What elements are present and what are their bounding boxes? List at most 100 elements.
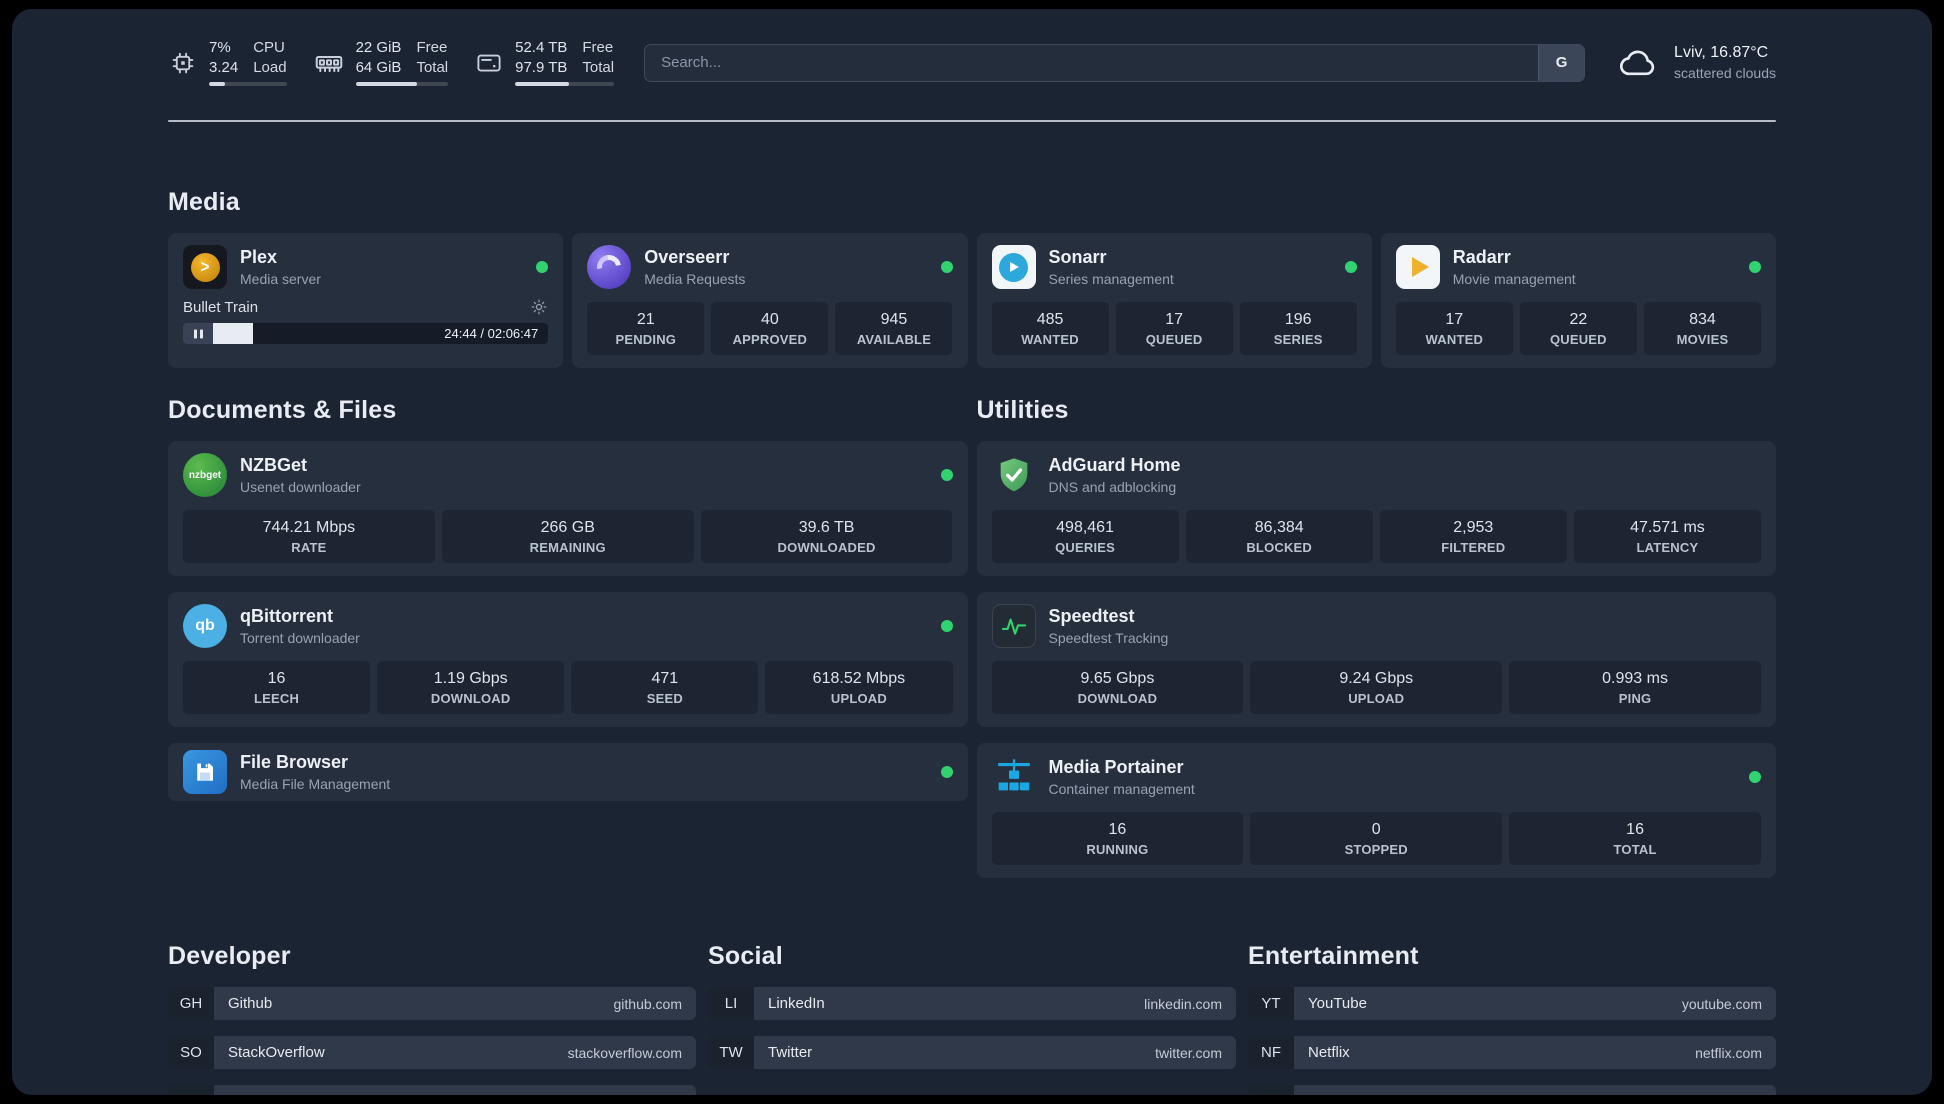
stat-total: 16 TOTAL [1509,812,1761,865]
bookmark-github[interactable]: GH Github github.com [168,987,696,1020]
bookmark-dev[interactable]: DT DEV dev.to [168,1085,696,1095]
bookmark-name: Twitter [768,1044,813,1061]
player-progress[interactable]: 24:44 / 02:06:47 [213,323,548,344]
bookmark-netflix[interactable]: NF Netflix netflix.com [1248,1036,1776,1069]
service-card-adguard[interactable]: AdGuard Home DNS and adblocking 498,461 … [976,441,1776,576]
stat-downloaded: 39.6 TB DOWNLOADED [700,510,953,563]
stat-rate: 744.21 Mbps RATE [183,510,435,563]
stat-ping: 0.993 ms PING [1509,661,1761,714]
stat-blocked: 86,384 BLOCKED [1185,510,1373,563]
stat-value: 16 [1626,821,1644,838]
bookmark-abbr: TW [708,1036,754,1069]
bookmark-abbr: RE [1248,1085,1294,1095]
memory-total-label: Total [416,59,449,76]
status-dot [1749,261,1761,273]
cpu-icon [172,52,194,73]
stat-value: 9.24 Gbps [1339,670,1414,687]
sparkline-icon [1001,618,1026,635]
bookmark-name: Github [228,995,273,1012]
cpu-loadavg-value: 3.24 [209,59,239,76]
bookmark-url: reddit.com [1697,1094,1762,1096]
weather-widget[interactable]: Lviv, 16.87°C scattered clouds [1615,43,1776,83]
stat-label: QUEUED [1549,332,1607,347]
pause-button[interactable] [183,323,213,344]
section-title-documents: Documents & Files [168,396,397,424]
bookmark-name: Netflix [1308,1044,1350,1061]
service-card-qbittorrent[interactable]: qb qBittorrent Torrent downloader 16 [168,592,968,727]
stat-label: MOVIES [1676,332,1729,347]
stat-queued: 22 QUEUED [1519,302,1637,355]
resource-widgets: 7% 3.24 CPU Load [168,39,615,86]
search-provider-button[interactable]: G [1538,44,1585,81]
section-title-media: Media [168,188,240,216]
stat-label: PING [1618,691,1652,706]
stat-value: 1.19 Gbps [433,670,508,687]
status-dot [1749,771,1761,783]
bookmark-youtube[interactable]: YT YouTube youtube.com [1248,987,1776,1020]
bookmark-url: dev.to [645,1094,682,1096]
stat-label: STOPPED [1344,842,1408,857]
stat-value: 266 GB [540,519,595,536]
bookmark-twitter[interactable]: TW Twitter twitter.com [708,1036,1236,1069]
bookmark-abbr: GH [168,987,214,1020]
service-card-nzbget[interactable]: nzbget NZBGet Usenet downloader 744.21 M… [168,441,968,576]
search-input[interactable] [645,44,1539,81]
stat-label: SERIES [1273,332,1323,347]
bookmark-abbr: NF [1248,1036,1294,1069]
service-subtitle: Series management [1048,271,1174,287]
cpu-widget: 7% 3.24 CPU Load [168,39,287,86]
stat-label: TOTAL [1613,842,1657,857]
player-progress-fill [213,323,254,344]
service-card-sonarr[interactable]: Sonarr Series management 485 WANTED 17 Q… [976,233,1372,368]
now-playing-title: Bullet Train [183,298,259,316]
nzbget-icon: nzbget [183,453,227,497]
service-card-plex[interactable]: > Plex Media server Bullet Train [168,233,564,368]
service-name: Radarr [1452,247,1511,267]
cloud-icon [1620,50,1655,75]
stat-label: AVAILABLE [856,332,932,347]
memory-widget-body: 22 GiB 64 GiB Free Total [355,39,449,86]
service-card-filebrowser[interactable]: File Browser Media File Management [168,743,968,801]
stat-value: 498,461 [1056,519,1114,536]
bookmark-group-title: Entertainment [1248,942,1419,970]
service-card-speedtest[interactable]: Speedtest Speedtest Tracking 9.65 Gbps D… [976,592,1776,727]
weather-condition: scattered clouds [1674,65,1776,81]
disk-progress-fill [515,82,569,86]
stat-label: WANTED [1021,332,1079,347]
player-settings-button[interactable] [530,298,548,316]
status-dot [536,261,549,273]
stat-value: 22 [1569,311,1588,328]
disk-widget: 52.4 TB 97.9 TB Free Total [474,39,615,86]
plex-icon: > [183,245,227,289]
bookmark-name: Reddit [1308,1093,1351,1095]
section-title-utilities: Utilities [976,396,1069,424]
service-name: Media Portainer [1048,757,1184,777]
service-card-portainer[interactable]: Media Portainer Container management 16 … [976,743,1776,878]
bookmark-abbr: LI [708,987,754,1020]
topbar-divider [168,120,1776,122]
service-card-radarr[interactable]: Radarr Movie management 17 WANTED 22 QUE… [1380,233,1776,368]
stat-label: DOWNLOAD [1077,691,1158,706]
bookmark-reddit[interactable]: RE Reddit reddit.com [1248,1085,1776,1095]
cpu-widget-body: 7% 3.24 CPU Load [209,39,287,86]
stat-label: RUNNING [1086,842,1149,857]
stat-value: 744.21 Mbps [262,519,356,536]
adguard-icon [992,453,1036,497]
service-card-overseerr[interactable]: Overseerr Media Requests 21 PENDING 40 A… [572,233,968,368]
bookmark-group-social: Social LI LinkedIn linkedin.com TW Twitt… [708,942,1236,1095]
service-subtitle: Media Requests [644,271,746,287]
bookmark-url: github.com [613,995,682,1012]
bookmark-linkedin[interactable]: LI LinkedIn linkedin.com [708,987,1236,1020]
stat-label: QUEUED [1145,332,1203,347]
stat-wanted: 17 WANTED [1395,302,1513,355]
bookmark-stackoverflow[interactable]: SO StackOverflow stackoverflow.com [168,1036,696,1069]
service-name: AdGuard Home [1048,455,1181,475]
status-dot [940,261,953,273]
stat-stopped: 0 STOPPED [1250,812,1503,865]
cpu-usage-label: CPU [253,39,285,56]
stat-running: 16 RUNNING [991,812,1244,865]
stat-latency: 47.571 ms LATENCY [1573,510,1761,563]
stat-value: 196 [1284,311,1312,328]
dashboard: 7% 3.24 CPU Load [12,9,1932,1095]
stat-download: 1.19 Gbps DOWNLOAD [377,661,565,714]
